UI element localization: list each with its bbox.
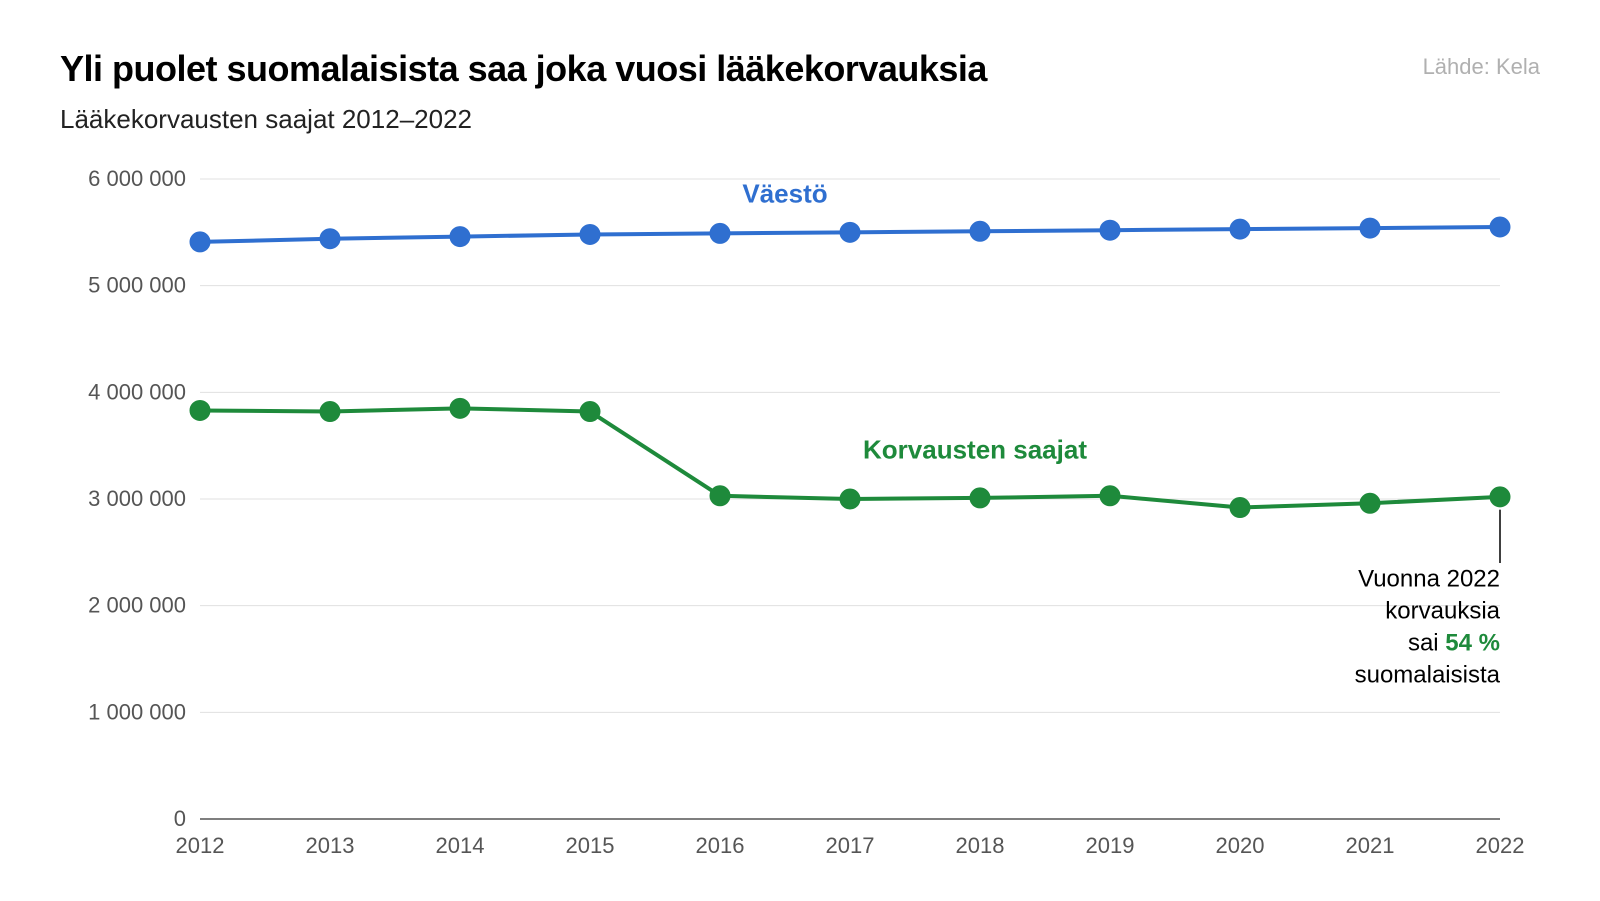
- recipients-series-marker: [320, 402, 340, 422]
- population-series-marker: [1100, 220, 1120, 240]
- y-tick-label: 5 000 000: [88, 273, 186, 298]
- chart-area: 0 1 000 000 2 000 000 3 000 000 4 000 000 5 0…: [60, 159, 1540, 884]
- svg-text:Vuonna 2022: Vuonna 2022: [1358, 565, 1500, 592]
- recipients-series-marker: [190, 400, 210, 420]
- x-tick-label: 2015: [566, 833, 615, 858]
- recipients-series-marker: [710, 486, 730, 506]
- population-series-label: Väestö: [742, 178, 827, 208]
- chart-container: Yli puolet suomalaisista saa joka vuosi …: [0, 0, 1600, 901]
- x-tick-label: 2014: [436, 833, 485, 858]
- svg-text:korvauksia: korvauksia: [1385, 597, 1500, 624]
- population-series-marker: [1490, 217, 1510, 237]
- recipients-series-marker: [450, 398, 470, 418]
- x-tick-label: 2020: [1216, 833, 1265, 858]
- x-tick-label: 2022: [1476, 833, 1525, 858]
- recipients-series-marker: [1360, 493, 1380, 513]
- y-tick-label: 1 000 000: [88, 699, 186, 724]
- population-series-marker: [710, 223, 730, 243]
- y-tick-label: 3 000 000: [88, 486, 186, 511]
- y-tick-label: 0: [174, 806, 186, 831]
- x-tick-label: 2018: [956, 833, 1005, 858]
- population-series-marker: [190, 232, 210, 252]
- x-tick-label: 2021: [1346, 833, 1395, 858]
- source-label: Lähde: Kela: [1423, 54, 1540, 80]
- recipients-series-marker: [580, 402, 600, 422]
- annotation-percent: 54 %: [1445, 629, 1500, 656]
- population-series-marker: [970, 221, 990, 241]
- x-tick-label: 2017: [826, 833, 875, 858]
- title-block: Yli puolet suomalaisista saa joka vuosi …: [60, 48, 987, 135]
- population-series-marker: [1360, 218, 1380, 238]
- recipients-series-label: Korvausten saajat: [863, 434, 1087, 464]
- annotation-text: Vuonna 2022 korvauksia sai 54 % suomalaisis…: [1355, 565, 1501, 688]
- population-series-marker: [840, 222, 860, 242]
- x-tick-label: 2012: [176, 833, 225, 858]
- population-series-marker: [580, 224, 600, 244]
- y-tick-label: 2 000 000: [88, 593, 186, 618]
- recipients-series-marker: [970, 488, 990, 508]
- recipients-series-marker: [840, 489, 860, 509]
- y-tick-label: 4 000 000: [88, 379, 186, 404]
- line-chart: 0 1 000 000 2 000 000 3 000 000 4 000 000 5 0…: [60, 159, 1540, 879]
- y-tick-label: 6 000 000: [88, 166, 186, 191]
- chart-subtitle: Lääkekorvausten saajat 2012–2022: [60, 104, 987, 135]
- header: Yli puolet suomalaisista saa joka vuosi …: [60, 48, 1540, 135]
- chart-title: Yli puolet suomalaisista saa joka vuosi …: [60, 48, 987, 90]
- recipients-series-marker: [1490, 487, 1510, 507]
- x-tick-label: 2016: [696, 833, 745, 858]
- x-tick-label: 2013: [306, 833, 355, 858]
- svg-text:suomalaisista: suomalaisista: [1355, 661, 1501, 688]
- svg-text:sai 54 %: sai 54 %: [1408, 629, 1500, 656]
- x-tick-label: 2019: [1086, 833, 1135, 858]
- population-series-marker: [320, 229, 340, 249]
- recipients-series-marker: [1100, 486, 1120, 506]
- recipients-series-marker: [1230, 498, 1250, 518]
- population-series-marker: [450, 227, 470, 247]
- population-series-marker: [1230, 219, 1250, 239]
